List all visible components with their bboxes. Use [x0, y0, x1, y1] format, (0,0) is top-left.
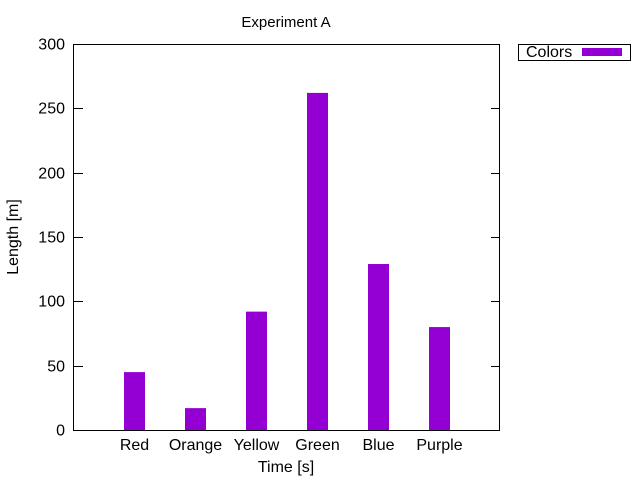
x-tick-label: Green	[295, 437, 339, 454]
bar-yellow	[246, 311, 267, 430]
x-tick-label: Purple	[416, 437, 462, 454]
x-tick-label: Yellow	[234, 437, 280, 454]
y-tick-label: 150	[38, 230, 65, 247]
bar-blue	[368, 264, 389, 430]
y-axis: 0 50 100 150 200 250 300	[38, 37, 500, 440]
bar-orange	[185, 408, 206, 430]
y-tick-label: 0	[56, 423, 65, 440]
x-tick-label: Red	[120, 437, 149, 454]
x-tick-label: Blue	[362, 437, 394, 454]
y-tick-label: 100	[38, 294, 65, 311]
bar-red	[124, 372, 145, 430]
x-axis: Red Orange Yellow Green Blue Purple	[120, 437, 463, 454]
legend-label: Colors	[526, 44, 572, 61]
legend: Colors	[518, 44, 631, 61]
y-tick-label: 200	[38, 166, 65, 183]
x-tick-label: Orange	[169, 437, 222, 454]
y-tick-label: 250	[38, 101, 65, 118]
y-tick-label: 300	[38, 37, 65, 54]
chart-title: Experiment A	[241, 14, 330, 31]
legend-swatch	[582, 48, 622, 56]
bar-green	[307, 92, 328, 430]
y-axis-label: Length [m]	[5, 199, 22, 275]
y-tick-label: 50	[47, 359, 65, 376]
x-axis-label: Time [s]	[258, 459, 314, 476]
bar-series	[124, 92, 450, 430]
bar-purple	[429, 327, 450, 430]
